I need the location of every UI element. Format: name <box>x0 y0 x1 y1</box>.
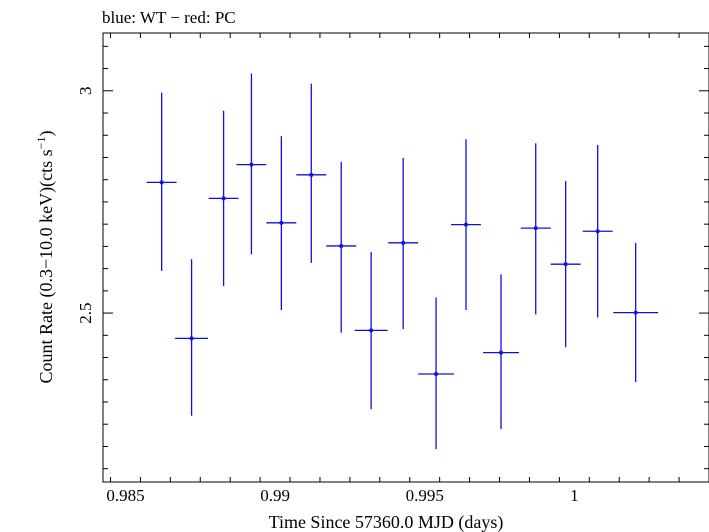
point-marker <box>401 240 406 245</box>
y-axis-label-close: ) <box>36 131 57 137</box>
data-point <box>146 92 177 271</box>
data-point <box>388 157 419 330</box>
data-point <box>613 242 659 382</box>
point-marker <box>464 222 469 227</box>
x-tick-label: 0.995 <box>406 486 444 505</box>
point-marker <box>309 172 314 177</box>
point-marker <box>339 243 344 248</box>
y-axis-label-superscript: −1 <box>34 137 48 150</box>
point-marker <box>221 196 226 201</box>
y-axis-label: Count Rate (0.3−10.0 keV)(cts s−1) <box>34 131 57 384</box>
point-marker <box>595 229 600 234</box>
point-marker <box>563 262 568 267</box>
chart-title: blue: WT − red: PC <box>102 8 236 27</box>
point-marker <box>533 226 538 231</box>
data-point <box>418 297 455 450</box>
data-point <box>520 143 551 315</box>
x-tick-label: 0.985 <box>106 486 144 505</box>
x-axis-label: Time Since 57360.0 MJD (days) <box>269 512 504 532</box>
data-points <box>146 73 659 450</box>
data-point <box>266 136 297 310</box>
point-marker <box>369 328 374 333</box>
x-tick-label: 1 <box>570 486 579 505</box>
data-point <box>354 252 388 410</box>
point-marker <box>249 162 254 167</box>
point-marker <box>633 310 638 315</box>
data-point <box>236 73 267 255</box>
y-tick-label: 2.5 <box>76 302 95 323</box>
data-point <box>175 259 209 416</box>
point-marker <box>499 350 504 355</box>
point-marker <box>189 336 194 341</box>
x-tick-label: 0.99 <box>260 486 290 505</box>
data-point <box>451 139 481 310</box>
data-point <box>296 83 327 263</box>
point-marker <box>159 180 164 185</box>
point-marker <box>434 371 439 376</box>
y-axis-label-main: Count Rate (0.3−10.0 keV)(cts s <box>36 149 57 383</box>
x-axis-ticks: 0.985 0.99 0.995 1 <box>106 33 709 505</box>
data-point <box>550 181 581 348</box>
y-axis-ticks: 2.53 <box>76 45 709 470</box>
plot-frame <box>102 32 709 483</box>
data-point <box>326 161 357 333</box>
data-point <box>208 110 239 286</box>
data-point <box>582 145 613 318</box>
data-point <box>483 274 519 430</box>
y-tick-label: 3 <box>76 87 95 96</box>
point-marker <box>279 220 284 225</box>
